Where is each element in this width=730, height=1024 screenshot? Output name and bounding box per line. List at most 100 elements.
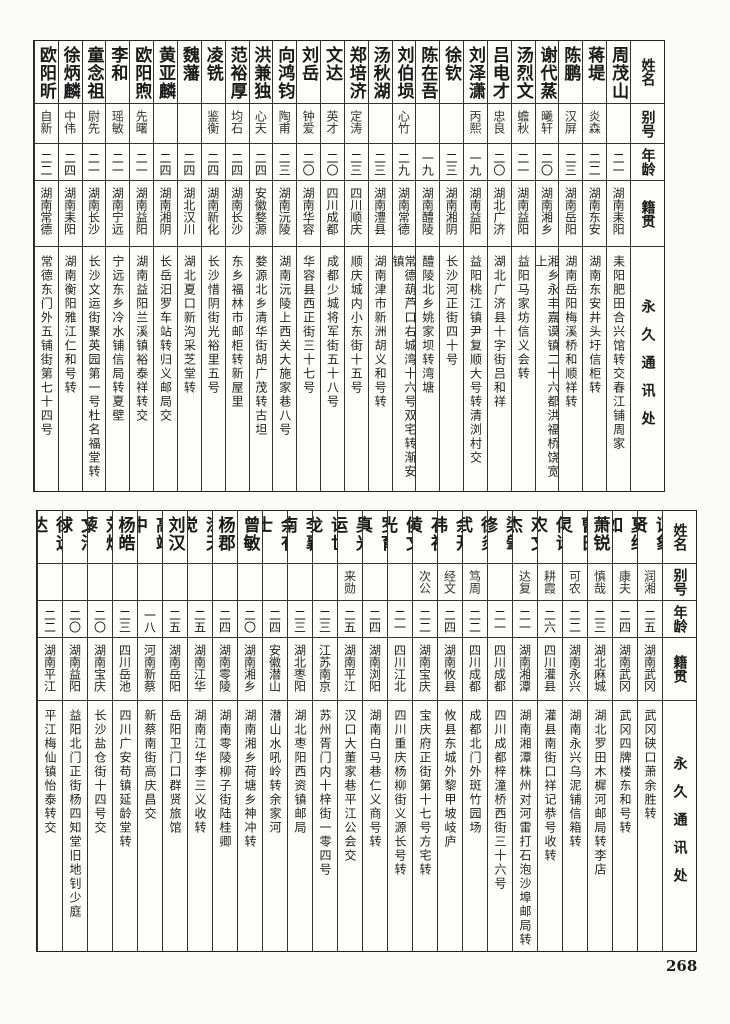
person-origin: 湖南常德: [396, 187, 411, 235]
address-cell: 长沙惜阴街光裕里五号: [202, 247, 225, 491]
person-address: 湖北罗田木樨河邮局转李店: [593, 709, 607, 877]
person-age: 二〇: [301, 152, 316, 176]
address-cell: 灌县南街口祥记恭号收转: [538, 701, 562, 951]
person-age: 二三: [277, 152, 292, 176]
age-cell: 一九: [464, 144, 487, 181]
age-cell: 二四: [438, 601, 462, 638]
origin-cell: 湖南耒阳: [607, 181, 630, 247]
person-alias: 可农: [567, 570, 582, 594]
name-cell: 童念祖: [82, 41, 106, 104]
person-address: 东乡福林市邮柜转新屋里: [230, 255, 245, 409]
person-address: 湖南永兴乌泥铺信箱转: [568, 709, 582, 849]
person-alias: 钟爱: [301, 110, 316, 134]
origin-cell: 湖南益阳: [464, 181, 487, 247]
person-column: 梁肇修二一四川成都四川成都梓潼桥西街三十六号: [487, 511, 512, 951]
person-column: 徐炎武笃周二二四川成都成都北门外斑竹园场: [462, 511, 487, 951]
origin-cell: 湖南常德: [392, 181, 416, 247]
address-cell: 长沙河正街四十号: [440, 247, 463, 491]
person-column: 汤烈文 蟾秋 二一 湖南益阳 益阳马家坊信义会转: [510, 41, 535, 491]
address-cell: 湖南湘潭株州对河雷打石泡沙埠邮局转: [513, 701, 537, 951]
person-origin: 湖南耒阳: [611, 187, 626, 235]
age-cell: 二四: [263, 601, 287, 638]
top-roster-table: 姓名 别号 年龄 籍贯 永久通讯处 周茂山 二一 湖南耒阳 耒阳肥田合兴馆转交春江铺周家 蒋堤 炎森…: [33, 40, 665, 492]
person-age: 二一: [515, 152, 530, 176]
alias-cell: 鉴衡: [201, 104, 225, 144]
person-address: 益阳桃江镇尹复顺大号转清浏村交: [468, 255, 483, 465]
person-age: 二三: [348, 152, 363, 176]
person-address: 宁远东乡冷水铺信局转夏壁: [110, 255, 125, 423]
alias-cell: 中伟: [58, 104, 82, 144]
person-address: 攸县东城外黎甲坡岐庐: [443, 709, 457, 849]
name-cell: 文达: [321, 41, 344, 104]
alias-cell: [416, 104, 440, 144]
origin-cell: 湖南华容: [297, 181, 321, 247]
person-origin: 湖北麻城: [592, 644, 607, 692]
age-cell: 二二: [463, 601, 487, 638]
address-cell: 华容县西正街三十七号: [297, 247, 320, 491]
person-address: 湖南湘乡荷塘乡神冲转: [243, 709, 257, 849]
person-age: 二一: [86, 152, 101, 176]
person-alias: 达复: [517, 570, 532, 594]
person-column: 陈鹏 汉屏 二三 湖南岳阳 湖南岳阳梅溪桥和顺祥转: [558, 41, 583, 491]
person-origin: 湖南湘潭: [517, 644, 532, 692]
address-cell: 湖北枣阳西资镇邮局: [288, 701, 312, 951]
person-address: 四川成都梓潼桥西街三十六号: [493, 709, 507, 891]
person-column: 涂天觉二五湖南江华湖南江华李三义收转: [187, 511, 212, 951]
person-name: 陈鹏: [560, 46, 581, 82]
person-alias: 次公: [417, 570, 432, 594]
person-name: 傅诗农: [538, 516, 562, 552]
age-cell: 二一: [388, 601, 412, 638]
origin-cell: 湖南岳阳: [163, 638, 187, 701]
person-address: 湖南益阳兰溪镇裕泰祥转交: [134, 255, 149, 423]
person-column: 徐钦 二三 湖南湘阴 长沙河正街四十号: [439, 41, 464, 491]
person-column: 刘泽潇 丙熙 一九 湖南益阳 益阳桃江镇尹复顺大号转清浏村交: [463, 41, 487, 491]
age-cell: 二三: [273, 144, 297, 181]
address-cell: 武冈硖口萧余胜转: [638, 701, 662, 951]
person-age: 二一: [134, 152, 149, 176]
person-address: 潜山水吼岭转余家河: [268, 709, 282, 835]
alias-cell: [88, 564, 112, 601]
alias-cell: 汉屏: [559, 104, 583, 144]
person-origin: 湖南平江: [42, 644, 57, 692]
person-address: 新蔡南街高庆昌交: [143, 709, 157, 821]
origin-cell: 湖南湘乡: [238, 638, 262, 701]
person-address: 湖南零陵柳子街陆桂卿: [218, 709, 232, 849]
person-address: 耒阳肥田合兴馆转交春江铺周家: [611, 255, 626, 451]
person-age: 二二: [42, 609, 57, 633]
alias-cell: [388, 564, 412, 601]
person-age: 一九: [468, 152, 483, 176]
age-cell: 二一: [130, 144, 154, 181]
age-cell: 二〇: [88, 601, 112, 638]
name-cell: 魏藩: [177, 41, 201, 104]
person-column: 汤秋湖 二三 湖南澧县 湖南津市新洲胡义和号转: [367, 41, 392, 491]
address-cell: 岳阳卫门口群贤旅馆: [163, 701, 187, 951]
address-cell: 湖南白马巷仁义商号转: [363, 701, 387, 951]
age-cell: 二一: [513, 601, 537, 638]
name-cell: 陈鹏: [559, 41, 583, 104]
age-cell: 二一: [511, 144, 535, 181]
origin-cell: 湖南益阳: [511, 181, 535, 247]
origin-cell: 安徽潜山: [263, 638, 287, 701]
person-origin: 湖南益阳: [515, 187, 530, 235]
person-name: 谢代蒸: [536, 46, 557, 100]
person-address: 湖南津市新洲胡义和号转: [373, 255, 388, 409]
address-cell: 长岳汨罗车站转归义邮局交: [154, 247, 177, 491]
address-cell: 湖南江华李三义收转: [188, 701, 212, 951]
name-cell: 吴光运: [338, 511, 362, 564]
person-address: 益阳北门正街杨四知堂旧地钊少庭: [68, 709, 82, 919]
person-name: 文达: [321, 46, 342, 82]
person-column: 凌铣 鉴衡 二四 湖南新化 长沙惜阴街光裕里五号: [200, 41, 225, 491]
name-cell: 徐炎武: [463, 511, 487, 564]
person-name: 梁肇修: [488, 516, 512, 552]
person-name: 杨皓: [114, 516, 135, 552]
person-origin: 湖南湘乡: [539, 187, 554, 235]
person-age: 二四: [62, 152, 77, 176]
age-cell: 二一: [82, 144, 106, 181]
address-cell: 长沙盐仓街十四号交: [88, 701, 112, 951]
person-address: 湖南江华李三义收转: [193, 709, 207, 835]
person-alias: 笃周: [467, 570, 482, 594]
origin-cell: 四川成都: [488, 638, 512, 701]
person-origin: 湖南永兴: [567, 644, 582, 692]
age-cell: 二四: [177, 144, 201, 181]
person-age: 一九: [420, 152, 435, 176]
